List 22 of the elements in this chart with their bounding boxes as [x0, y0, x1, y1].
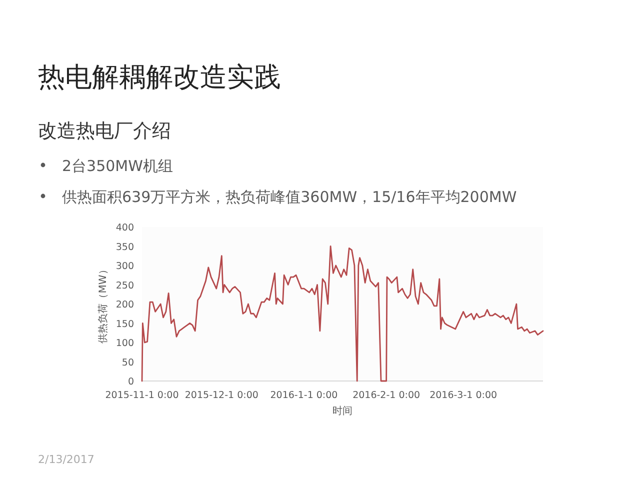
x-tick-label: 2015-11-1 0:00	[105, 390, 179, 401]
chart-title: 热电解耦解改造实践	[38, 62, 281, 93]
y-tick-label: 0	[128, 376, 134, 388]
line-series	[141, 246, 544, 382]
y-tick-label: 50	[122, 357, 134, 368]
y-tick-label: 200	[116, 300, 134, 310]
x-tick-label: 2016-1-1 0:00	[270, 390, 338, 401]
y-tick-label: 300	[116, 261, 134, 272]
chart-subtitle: 改造热电厂介绍	[38, 120, 171, 142]
y-tick-label: 350	[116, 242, 134, 253]
text: 2/13/2017	[38, 453, 94, 466]
y-axis-title: 供热负荷（MW）	[97, 264, 109, 344]
y-tick-label: 100	[116, 338, 134, 349]
text: 供热面积639万平方米，热负荷峰值360MW，15/16年平均200MW	[62, 188, 517, 206]
x-tick-label: 2016-3-1 0:00	[430, 390, 498, 401]
y-tick-label: 400	[116, 222, 134, 234]
x-tick-label: 2015-12-1 0:00	[184, 390, 258, 401]
text: 2台350MW机组	[62, 157, 173, 175]
x-axis-title: 时间	[332, 405, 352, 417]
y-tick-label: 250	[116, 280, 134, 292]
x-tick-label: 2016-2-1 0:00	[352, 390, 420, 401]
y-tick-label: 150	[116, 318, 134, 330]
